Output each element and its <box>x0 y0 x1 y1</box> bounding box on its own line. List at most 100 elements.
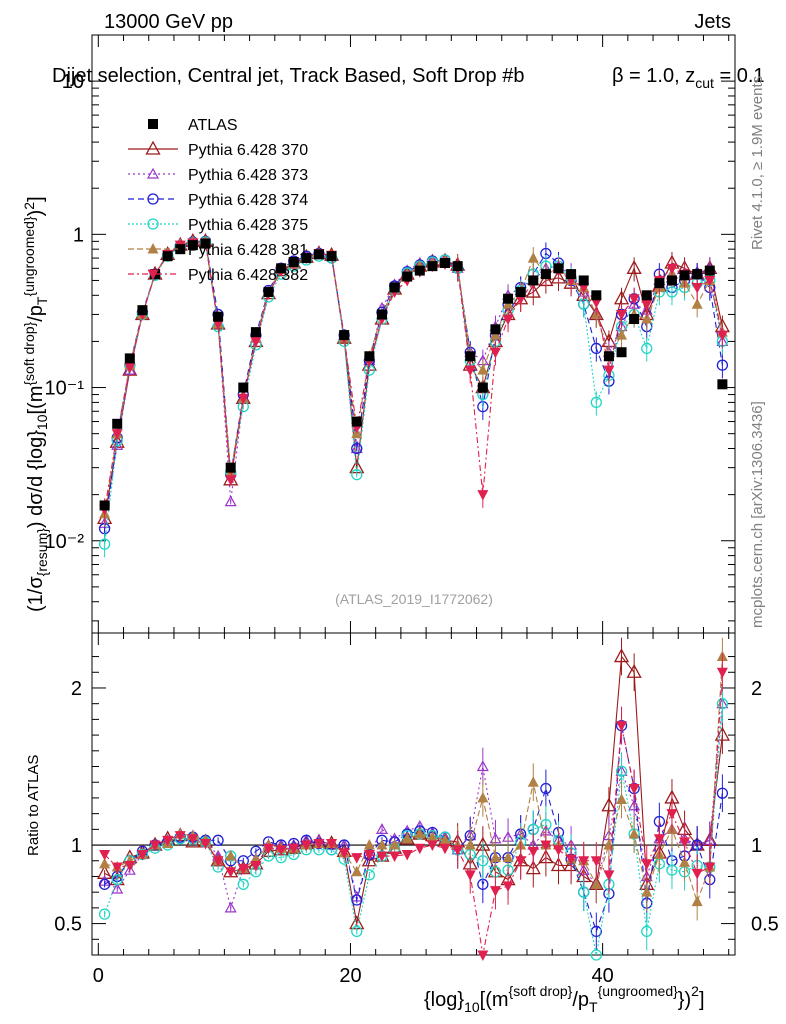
main-y-tick-label: 10⁻¹ <box>45 378 85 400</box>
xlabel-part: [(m <box>480 989 509 1011</box>
data-point <box>213 311 224 322</box>
data-point <box>489 347 501 359</box>
data-point <box>550 857 567 872</box>
data-point <box>301 253 312 264</box>
data-point <box>351 925 363 938</box>
data-point <box>225 867 237 878</box>
series-line <box>104 656 723 904</box>
data-point <box>427 261 438 272</box>
data-point <box>525 283 541 298</box>
series-line <box>104 703 723 956</box>
data-point <box>351 442 363 455</box>
data-point <box>578 856 590 867</box>
data-point <box>691 895 703 907</box>
data-point <box>363 849 375 861</box>
data-point <box>389 851 401 863</box>
data-point <box>590 297 602 309</box>
data-point <box>363 839 375 850</box>
ylabel-part: {resum} <box>34 528 50 577</box>
ratio-y-axis-label: Ratio to ATLAS <box>25 755 42 856</box>
data-point <box>111 882 124 894</box>
data-point <box>590 342 602 355</box>
data-point <box>361 852 377 867</box>
data-point <box>250 860 262 872</box>
xlabel-part: }) <box>678 989 691 1011</box>
series-line <box>104 241 723 545</box>
data-point <box>566 269 577 280</box>
legend-marker <box>147 193 159 205</box>
data-point <box>375 823 389 834</box>
xlabel-part: ] <box>699 989 705 1011</box>
data-point <box>716 667 728 679</box>
data-point <box>716 787 729 799</box>
data-point <box>124 860 136 872</box>
data-point <box>212 319 224 330</box>
data-point <box>616 329 628 340</box>
energy-label: 13000 GeV pp <box>104 11 233 33</box>
data-point <box>162 251 173 262</box>
data-point <box>641 342 653 355</box>
data-point <box>641 859 653 870</box>
ratio-series-group <box>97 637 730 961</box>
data-point <box>666 809 678 820</box>
legend-item: Pythia 6.428 381 <box>128 242 308 259</box>
x-tick-label: 20 <box>339 965 361 987</box>
legend-marker <box>145 140 161 155</box>
data-point <box>525 860 541 875</box>
data-point <box>426 831 438 842</box>
data-point <box>716 698 729 710</box>
data-point <box>553 263 564 274</box>
data-point <box>477 950 489 961</box>
data-point <box>276 263 287 274</box>
x-tick-label: 0 <box>93 965 104 987</box>
main-y-axis-label: (1/σ{resum}) dσ/d {log}10[(m{soft drop}/… <box>21 196 50 612</box>
data-point <box>225 475 237 486</box>
data-point <box>565 854 577 866</box>
data-point <box>641 925 653 938</box>
data-point <box>616 721 628 732</box>
series-atlas <box>99 238 728 511</box>
series-line <box>104 240 723 524</box>
data-point <box>476 760 489 772</box>
data-point <box>477 791 489 803</box>
data-point <box>250 336 262 348</box>
data-point <box>603 870 615 881</box>
xlabel-part: {ungroomed} <box>598 983 679 999</box>
data-point <box>439 834 451 845</box>
data-point <box>527 252 539 263</box>
data-point <box>212 856 224 867</box>
plot-title-params: β = 1.0, zcut = 0.1 <box>612 65 765 91</box>
data-point <box>465 351 476 362</box>
data-point <box>224 901 237 913</box>
data-point <box>691 298 703 309</box>
data-point <box>111 862 123 874</box>
series-line <box>104 240 723 529</box>
data-point <box>98 538 111 550</box>
xlabel-part: {log} <box>424 989 464 1011</box>
legend-marker <box>146 167 160 179</box>
data-point <box>237 878 249 890</box>
data-point <box>679 270 690 281</box>
ratio-y-tick-label: 1 <box>71 835 82 857</box>
data-point <box>704 862 716 874</box>
data-point <box>376 309 387 320</box>
ratio-axis-ticks: 0 20 40 0.5 0.5 1 1 2 2 <box>54 633 779 987</box>
data-point <box>225 462 236 473</box>
data-point <box>452 261 463 272</box>
data-point <box>654 278 665 289</box>
data-point <box>212 834 224 846</box>
mcplots-label: mcplots.cern.ch [arXiv:1306.3436] <box>749 401 766 628</box>
title-params: β = 1.0, z <box>612 65 695 87</box>
ylabel-part: [(m <box>25 386 47 415</box>
main-axis-ticks: 10⁻² 10⁻¹ 1 10 <box>45 34 735 633</box>
data-point <box>603 351 614 362</box>
data-point <box>199 838 211 850</box>
xlabel-part: T <box>589 999 598 1015</box>
data-point <box>615 765 628 777</box>
data-point <box>402 271 413 282</box>
title-sub: cut <box>695 75 714 91</box>
data-point <box>136 849 148 861</box>
ylabel-part: {ungroomed} <box>21 216 37 297</box>
data-point <box>414 828 426 839</box>
legend-item: ATLAS <box>148 117 238 134</box>
